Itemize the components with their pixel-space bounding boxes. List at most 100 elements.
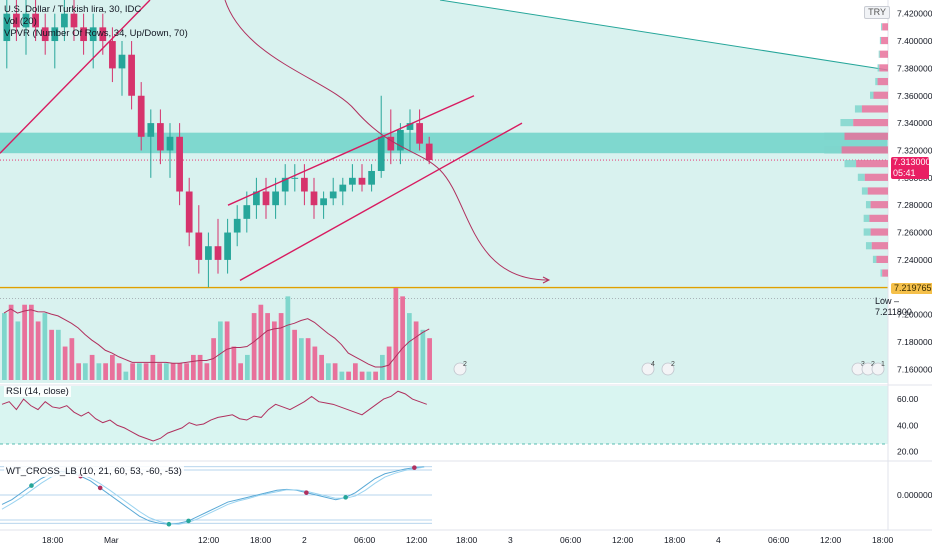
volume-bar <box>123 371 129 380</box>
vpvr-down-bar <box>882 269 888 277</box>
volume-bar <box>177 363 183 380</box>
volume-bar <box>272 321 277 380</box>
volume-bar <box>15 321 21 380</box>
rsi-label[interactable]: RSI (14, close) <box>4 386 71 397</box>
volume-bar <box>299 338 304 380</box>
wt-tick-label: 0.000000 <box>897 490 932 500</box>
volume-bar <box>413 321 419 380</box>
volume-bar <box>110 354 115 380</box>
vpvr-down-bar <box>877 77 888 86</box>
candle-body <box>425 143 433 161</box>
time-tick-label: 18:00 <box>664 535 686 545</box>
vpvr-up-bar <box>824 132 845 140</box>
volume-bar <box>366 371 372 380</box>
price-tick-label: 7.420000 <box>897 9 932 19</box>
candle-body <box>128 54 135 96</box>
support-price-tag: 7.219765 <box>891 283 932 294</box>
vpvr-down-bar <box>881 36 888 45</box>
volume-bar <box>238 363 243 380</box>
volume-bar <box>258 304 264 380</box>
candle-body <box>109 41 116 69</box>
volume-bar <box>103 363 108 380</box>
time-tick-label: 12:00 <box>820 535 842 545</box>
volume-bar <box>130 363 135 380</box>
price-tick-label: 7.340000 <box>897 118 932 128</box>
candle-body <box>416 123 423 144</box>
vpvr-up-bar <box>865 242 872 250</box>
volume-bar <box>69 338 75 380</box>
resistance-zone <box>0 132 888 154</box>
vol-indicator-label[interactable]: Vol (20) <box>4 16 37 27</box>
countdown: 05:41 <box>893 168 916 178</box>
time-tick-label: 18:00 <box>456 535 478 545</box>
vpvr-up-bar <box>857 173 865 181</box>
volume-bar <box>56 329 61 380</box>
vpvr-up-bar <box>878 50 880 58</box>
volume-bar <box>197 354 203 380</box>
candle-body <box>80 27 87 42</box>
volume-bar <box>231 346 237 380</box>
time-tick-label: 12:00 <box>612 535 634 545</box>
price-tick-label: 7.180000 <box>897 337 932 347</box>
candle-body <box>349 177 356 185</box>
candle-body <box>291 177 299 179</box>
event-count-label: 1 <box>881 361 885 368</box>
candle-body <box>89 27 97 42</box>
volume-bar <box>96 363 102 380</box>
candle-body <box>397 129 404 151</box>
price-tick-label: 7.380000 <box>897 63 932 73</box>
candle-body <box>3 13 11 42</box>
volume-bar <box>305 338 311 380</box>
volume-ma-line <box>3 308 430 368</box>
volume-bar <box>265 313 270 380</box>
candle-body <box>195 232 203 260</box>
volume-bar <box>359 371 365 380</box>
vpvr-up-bar <box>861 187 868 195</box>
vpvr-down-bar <box>879 50 888 58</box>
currency-badge[interactable]: TRY <box>864 6 890 19</box>
volume-bar <box>42 313 48 380</box>
volume-bar <box>76 363 81 380</box>
vpvr-down-bar <box>861 105 888 113</box>
candle-body <box>157 123 164 151</box>
symbol-title[interactable]: U.S. Dollar / Turkish lira, 30, IDC <box>4 4 142 15</box>
vpvr-up-bar <box>865 201 871 209</box>
event-count-label: 2 <box>871 361 875 368</box>
volume-bar <box>22 304 27 380</box>
volume-bar <box>245 354 250 380</box>
candle-body <box>358 177 366 185</box>
candle-body <box>339 184 347 192</box>
vpvr-down-bar <box>870 201 888 209</box>
volume-bar <box>83 363 88 380</box>
time-tick-label: 06:00 <box>768 535 790 545</box>
volume-bar <box>427 338 432 380</box>
event-flag-icon <box>453 362 467 376</box>
vpvr-down-bar <box>864 173 888 181</box>
triangle-upper-line <box>439 0 889 71</box>
time-tick-label: 06:00 <box>560 535 582 545</box>
main-legend: U.S. Dollar / Turkish lira, 30, IDC Vol … <box>4 4 188 40</box>
event-count-label: 2 <box>671 361 675 368</box>
volume-bar <box>278 313 284 380</box>
vpvr-indicator-label[interactable]: VPVR (Number Of Rows, 34, Up/Down, 70) <box>4 28 188 39</box>
candle-body <box>166 136 174 151</box>
wt-label[interactable]: WT_CROSS_LB (10, 21, 60, 53, -60, -53) <box>4 466 184 477</box>
forecast-arrowhead <box>542 276 551 284</box>
candle-body <box>253 191 260 206</box>
price-tick-label: 7.240000 <box>897 255 932 265</box>
vpvr-up-bar <box>875 77 878 86</box>
candle-body <box>368 170 375 185</box>
vpvr-up-bar <box>870 91 874 99</box>
candle-body <box>310 191 318 206</box>
wt-cross-dot <box>186 518 191 524</box>
volume-bar <box>29 304 34 380</box>
vpvr-up-bar <box>863 228 871 236</box>
volume-bar <box>204 363 210 380</box>
candle-body <box>51 27 59 42</box>
vpvr-down-bar <box>856 160 888 168</box>
candle-body <box>61 13 68 28</box>
forecast-path <box>224 0 549 281</box>
volume-bar <box>407 313 412 380</box>
